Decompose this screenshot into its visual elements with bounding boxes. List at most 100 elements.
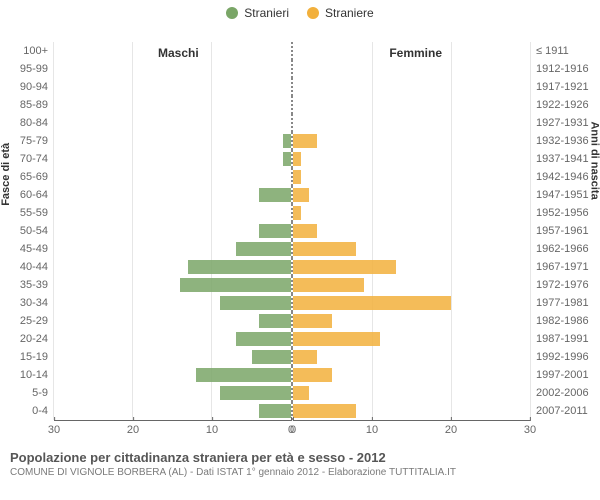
birth-label: 1932-1936 <box>530 135 592 147</box>
birth-label: 1992-1996 <box>530 351 592 363</box>
age-label: 40-44 <box>8 261 54 273</box>
cell-female <box>293 186 530 204</box>
birth-label: 2002-2006 <box>530 387 592 399</box>
swatch-female <box>307 7 319 19</box>
age-label: 30-34 <box>8 297 54 309</box>
birth-label: 1962-1966 <box>530 243 592 255</box>
cell-male <box>54 78 291 96</box>
cell-male <box>54 258 291 276</box>
pyramid-row: 20-241987-1991 <box>8 330 592 348</box>
legend-item-male: Stranieri <box>226 6 289 20</box>
birth-label: 2007-2011 <box>530 405 592 417</box>
birth-label: 1947-1951 <box>530 189 592 201</box>
age-label: 5-9 <box>8 387 54 399</box>
x-tick: 30 <box>524 421 536 436</box>
cell-female <box>293 42 530 60</box>
cell-female <box>293 294 530 312</box>
cell-female <box>293 60 530 78</box>
pyramid-row: 25-29 1982-1986 <box>8 312 592 330</box>
age-label: 95-99 <box>8 63 54 75</box>
legend: Stranieri Straniere <box>0 0 600 20</box>
birth-label: 1967-1971 <box>530 261 592 273</box>
pyramid-row: 50-541957-1961 <box>8 222 592 240</box>
cell-female <box>293 222 530 240</box>
bar-female <box>293 332 380 346</box>
cell-male <box>54 114 291 132</box>
pyramid-row: 40-44 1967-1971 <box>8 258 592 276</box>
cell-male <box>54 42 291 60</box>
age-label: 85-89 <box>8 99 54 111</box>
age-label: 80-84 <box>8 117 54 129</box>
bar-male <box>259 188 291 202</box>
cell-male <box>54 168 291 186</box>
bar-male <box>236 332 291 346</box>
cell-male <box>54 96 291 114</box>
age-label: 10-14 <box>8 369 54 381</box>
cell-female <box>293 204 530 222</box>
cell-female <box>293 96 530 114</box>
pyramid-row: 75-791932-1936 <box>8 132 592 150</box>
age-label: 60-64 <box>8 189 54 201</box>
cell-female <box>293 402 530 420</box>
pyramid-row: 45-49 1962-1966 <box>8 240 592 258</box>
x-axis: 0102030 0102030 <box>8 420 592 444</box>
bar-female <box>293 350 317 364</box>
birth-label: 1912-1916 <box>530 63 592 75</box>
cell-female <box>293 276 530 294</box>
cell-male <box>54 402 291 420</box>
age-label: 50-54 <box>8 225 54 237</box>
bar-female <box>293 152 301 166</box>
bar-female <box>293 260 396 274</box>
cell-male <box>54 60 291 78</box>
x-axis-left: 0102030 <box>54 420 291 444</box>
age-label: 25-29 <box>8 315 54 327</box>
cell-male <box>54 222 291 240</box>
bar-male <box>236 242 291 256</box>
bar-male <box>283 152 291 166</box>
age-label: 70-74 <box>8 153 54 165</box>
legend-label-female: Straniere <box>325 6 374 20</box>
pyramid-row: 100+≤ 1911 <box>8 42 592 60</box>
age-label: 100+ <box>8 45 54 57</box>
bar-male <box>283 134 291 148</box>
cell-female <box>293 258 530 276</box>
cell-male <box>54 294 291 312</box>
swatch-male <box>226 7 238 19</box>
age-label: 55-59 <box>8 207 54 219</box>
birth-label: 1997-2001 <box>530 369 592 381</box>
x-tick: 0 <box>290 421 296 436</box>
age-label: 45-49 <box>8 243 54 255</box>
bar-female <box>293 278 364 292</box>
x-axis-right: 0102030 <box>293 420 530 444</box>
bar-female <box>293 188 309 202</box>
age-label: 0-4 <box>8 405 54 417</box>
bar-male <box>259 224 291 238</box>
bar-female <box>293 134 317 148</box>
bar-male <box>252 350 291 364</box>
birth-label: 1922-1926 <box>530 99 592 111</box>
pyramid-row: 60-64 1947-1951 <box>8 186 592 204</box>
bar-female <box>293 314 332 328</box>
chart-subtitle: COMUNE DI VIGNOLE BORBERA (AL) - Dati IS… <box>10 467 590 478</box>
cell-female <box>293 366 530 384</box>
bar-female <box>293 242 356 256</box>
x-tick: 10 <box>366 421 378 436</box>
cell-male <box>54 240 291 258</box>
birth-label: 1982-1986 <box>530 315 592 327</box>
chart-title: Popolazione per cittadinanza straniera p… <box>10 450 590 465</box>
bar-male <box>220 386 291 400</box>
birth-label: 1942-1946 <box>530 171 592 183</box>
pyramid-row: 55-59 1952-1956 <box>8 204 592 222</box>
cell-male <box>54 384 291 402</box>
bar-male <box>259 314 291 328</box>
pyramid-row: 90-941917-1921 <box>8 78 592 96</box>
birth-label: 1972-1976 <box>530 279 592 291</box>
age-label: 20-24 <box>8 333 54 345</box>
cell-male <box>54 312 291 330</box>
birth-label: 1952-1956 <box>530 207 592 219</box>
rows-container: 100+≤ 1911 95-99 1912-1916 90-941917-1921 85… <box>8 42 592 420</box>
cell-female <box>293 78 530 96</box>
birth-label: 1977-1981 <box>530 297 592 309</box>
legend-label-male: Stranieri <box>244 6 289 20</box>
x-tick: 20 <box>127 421 139 436</box>
